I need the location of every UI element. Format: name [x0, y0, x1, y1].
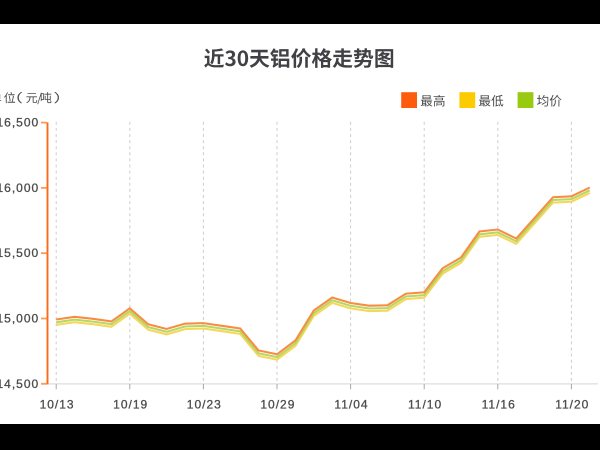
svg-text:10/29: 10/29	[260, 398, 295, 412]
svg-text:10/23: 10/23	[187, 398, 222, 412]
svg-text:11/20: 11/20	[555, 398, 589, 412]
svg-text:15,500: 15,500	[0, 246, 39, 260]
svg-text:14,500: 14,500	[0, 377, 39, 391]
svg-text:10/19: 10/19	[113, 398, 148, 412]
svg-text:15,000: 15,000	[0, 312, 39, 326]
svg-text:11/10: 11/10	[408, 398, 442, 412]
svg-text:16,000: 16,000	[0, 181, 39, 195]
svg-text:11/04: 11/04	[334, 398, 368, 412]
svg-text:16,500: 16,500	[0, 116, 39, 130]
svg-text:11/16: 11/16	[482, 398, 516, 412]
svg-text:10/13: 10/13	[40, 398, 75, 412]
